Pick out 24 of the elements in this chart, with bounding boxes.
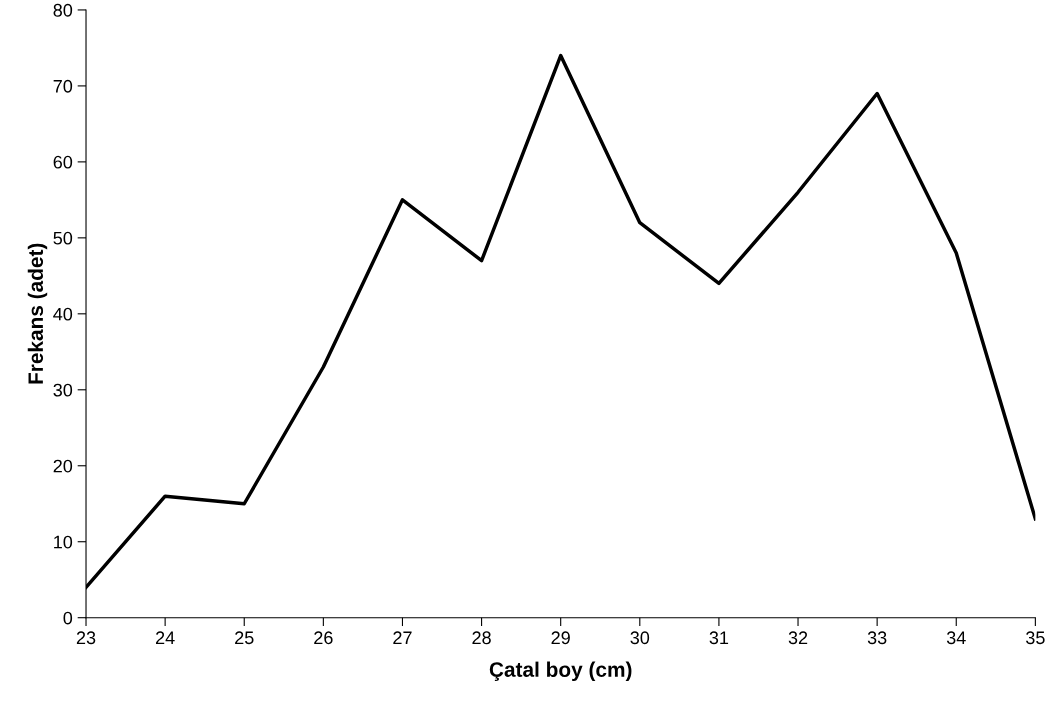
y-tick-label: 30 xyxy=(53,383,73,397)
y-axis-title: Frekans (adet) xyxy=(27,243,48,384)
x-axis-title: Çatal boy (cm) xyxy=(489,661,632,682)
y-tick-label: 70 xyxy=(53,79,73,93)
y-tick-label: 60 xyxy=(53,155,73,169)
y-tick-label: 20 xyxy=(53,459,73,473)
y-tick-label: 80 xyxy=(53,3,73,17)
x-tick-label: 27 xyxy=(393,631,412,644)
x-tick-label: 34 xyxy=(946,631,966,645)
y-tick-label: 0 xyxy=(63,611,73,625)
x-tick-label: 24 xyxy=(156,631,175,644)
y-tick-label: 40 xyxy=(53,307,73,321)
y-tick-label: 50 xyxy=(53,231,73,245)
x-tick-label: 33 xyxy=(867,631,887,645)
x-tick-label: 25 xyxy=(235,631,254,645)
x-tick-label: 35 xyxy=(1026,631,1045,645)
x-tick-label: 32 xyxy=(788,631,808,645)
x-tick-label: 28 xyxy=(472,631,491,645)
x-tick-label: 23 xyxy=(76,631,96,645)
x-tick-label: 30 xyxy=(630,631,650,645)
x-tick-label: 31 xyxy=(709,631,729,645)
y-tick-label: 10 xyxy=(54,535,73,549)
x-tick-label: 29 xyxy=(551,631,570,645)
x-tick-label: 26 xyxy=(314,631,333,645)
